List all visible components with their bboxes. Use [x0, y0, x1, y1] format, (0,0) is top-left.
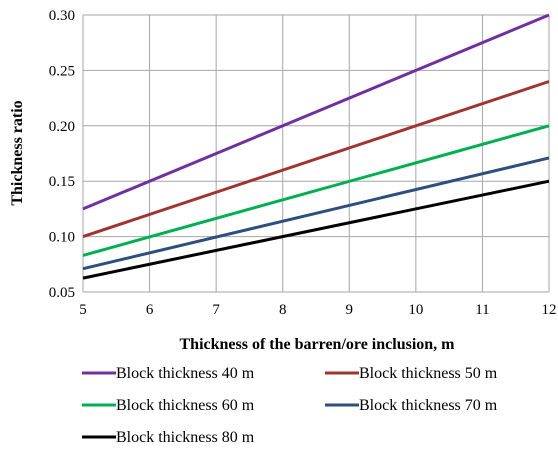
- legend-label-4: Block thickness 70 m: [359, 397, 498, 414]
- x-axis-ticks: 5 6 7 8 9 10 11 12: [79, 302, 556, 318]
- y-tick-label: 0.25: [49, 63, 75, 79]
- series-line-5: [82, 179, 550, 280]
- legend-label-3: Block thickness 60 m: [116, 397, 255, 414]
- legend: Block thickness 40 m Block thickness 50 m…: [82, 365, 498, 446]
- series-line-2: [82, 80, 550, 239]
- y-axis-ticks: 0.05 0.10 0.15 0.20 0.25 0.30: [49, 8, 75, 301]
- series-line-1: [82, 13, 550, 211]
- y-tick-label: 0.20: [49, 119, 75, 135]
- x-tick-label: 12: [542, 302, 557, 318]
- x-tick-label: 8: [279, 302, 287, 318]
- x-tick-label: 5: [79, 302, 87, 318]
- y-tick-label: 0.30: [49, 8, 75, 24]
- x-tick-label: 10: [408, 302, 423, 318]
- y-axis-title: Thickness ratio: [9, 100, 26, 205]
- x-axis-title: Thickness of the barren/ore inclusion, m: [180, 336, 456, 353]
- x-tick-label: 6: [146, 302, 154, 318]
- plot-grid: [82, 14, 550, 293]
- y-tick-label: 0.05: [49, 285, 75, 301]
- legend-label-2: Block thickness 50 m: [359, 365, 498, 382]
- x-tick-label: 11: [475, 302, 489, 318]
- series-line-4: [82, 156, 550, 271]
- series-line-3: [82, 124, 550, 257]
- x-tick-label: 9: [346, 302, 354, 318]
- y-tick-label: 0.15: [49, 174, 75, 190]
- y-tick-label: 0.10: [49, 230, 75, 246]
- legend-label-5: Block thickness 80 m: [116, 429, 255, 446]
- legend-label-1: Block thickness 40 m: [116, 365, 255, 382]
- series-lines: [82, 13, 550, 280]
- x-tick-label: 7: [212, 302, 220, 318]
